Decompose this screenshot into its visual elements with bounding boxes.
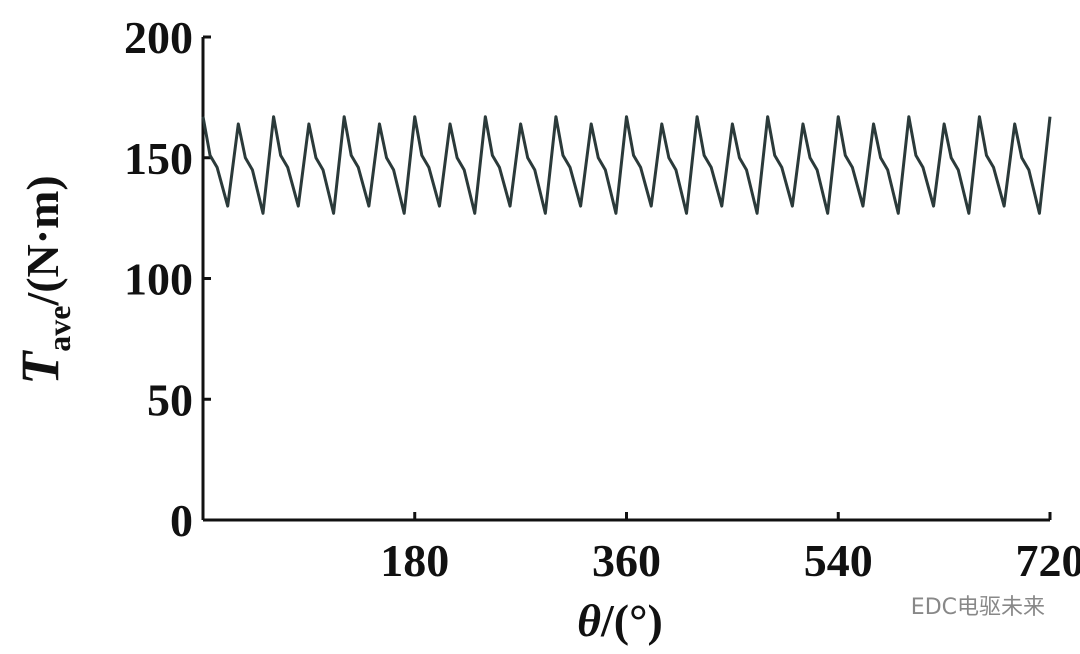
line-series <box>201 115 1052 215</box>
y-tick-label: 200 <box>124 12 193 63</box>
x-axis-label: θ/(°) <box>577 595 663 646</box>
x-tick-label: 540 <box>804 535 873 586</box>
y-label-unit: /(N·m) <box>17 175 68 306</box>
x-tick-label: 360 <box>592 535 661 586</box>
watermark: EDC电驱未来 <box>911 595 1045 620</box>
y-tick-label: 50 <box>147 374 193 425</box>
x-label-unit: /(°) <box>600 595 663 646</box>
y-tick-label: 150 <box>124 133 193 184</box>
x-tick-label: 180 <box>380 535 449 586</box>
y-label-subscript: ave <box>41 306 77 352</box>
x-tick-label: 720 <box>1016 535 1080 586</box>
x-label-symbol: θ <box>577 595 601 646</box>
y-label-symbol: T <box>10 350 70 385</box>
y-tick-label: 100 <box>124 254 193 305</box>
y-tick-label: 0 <box>170 495 193 546</box>
y-axis-label: Tave/(N·m) <box>10 175 77 385</box>
